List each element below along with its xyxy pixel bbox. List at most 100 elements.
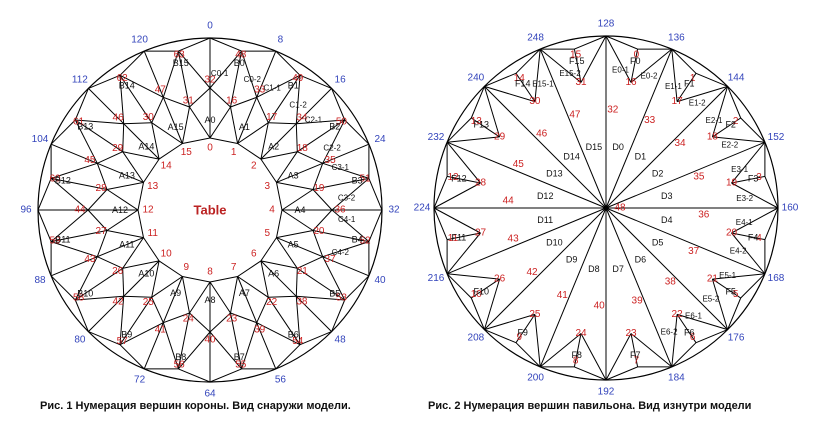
mid-vertex-label: 34 <box>674 138 686 149</box>
outer-vertex-label: 240 <box>468 72 485 83</box>
upper-vertex-label: 37 <box>325 254 337 265</box>
kite-edge <box>297 256 323 269</box>
star-facet-edge <box>276 237 298 269</box>
star-facet-edge <box>260 151 298 160</box>
outer-vertex-label: 232 <box>428 132 445 143</box>
facet-a-label: A1 <box>239 122 250 132</box>
star-vertex-label: 16 <box>226 96 238 107</box>
lower-girdle-edge <box>433 207 481 234</box>
upper-girdle-edge <box>312 177 369 190</box>
kite-edge <box>256 97 269 123</box>
kite-edge <box>312 163 324 190</box>
lower-girdle-edge <box>671 314 678 367</box>
upper-girdle-edge <box>295 296 301 345</box>
upper-vertex-label: 34 <box>296 113 308 124</box>
lower-girdle-edge <box>484 85 536 103</box>
lower-girdle-edge <box>446 232 481 275</box>
kite-edge <box>122 123 125 152</box>
upper-girdle-edge <box>209 50 242 89</box>
facet-e-label: E1-1 <box>665 82 682 91</box>
lower-girdle-edge <box>711 278 729 330</box>
pavilion-main-edge <box>539 207 607 368</box>
star-facet-edge <box>276 151 298 183</box>
upper-girdle-edge <box>74 299 89 332</box>
lower-girdle-edge <box>605 333 632 381</box>
lower-girdle-edge <box>711 86 729 138</box>
kite-edge <box>87 209 108 231</box>
facet-d-label: D14 <box>563 151 580 161</box>
star-facet-edge <box>122 151 160 160</box>
lower-girdle-edge <box>471 117 500 138</box>
facet-a-label: A14 <box>138 141 154 151</box>
kite-edge <box>97 237 144 258</box>
table-vertex-label: 2 <box>251 161 257 172</box>
facet-a-label: A13 <box>119 171 135 181</box>
girdle-vertex-label: 9 <box>517 332 523 343</box>
inner-vertex-label: 24 <box>575 328 587 339</box>
table-edge <box>260 158 277 183</box>
girdle-vertex-label: 0 <box>634 50 640 61</box>
lower-girdle-edge <box>712 136 765 143</box>
star-vertex-label: 31 <box>183 96 195 107</box>
inner-vertex-label: 25 <box>529 309 541 320</box>
kite-edge <box>123 122 152 125</box>
inner-vertex-label: 16 <box>625 77 637 88</box>
table-edge <box>237 143 262 160</box>
mid-vertex-label: 39 <box>632 295 644 306</box>
lower-girdle-edge <box>484 72 517 87</box>
facet-b-label: B11 <box>55 234 70 244</box>
kite-edge <box>96 163 108 190</box>
outer-vertex-label: 32 <box>388 205 400 216</box>
facet-d-label: D9 <box>566 255 578 265</box>
facet-e-label: E4-2 <box>730 247 747 256</box>
upper-vertex-label: 45 <box>84 155 96 166</box>
upper-girdle-edge <box>119 75 153 123</box>
pavilion-main-edge <box>605 141 766 209</box>
lower-girdle-edge <box>433 176 448 209</box>
star-vertex-label: 24 <box>183 313 195 324</box>
lower-girdle-edge <box>727 297 742 330</box>
table-vertex-label: 3 <box>265 181 271 192</box>
facet-b-label: B4 <box>352 234 363 244</box>
upper-girdle-edge <box>143 322 164 370</box>
pavilion-main-edge <box>446 207 607 275</box>
table-edge <box>276 182 283 211</box>
facet-d-label: D1 <box>635 151 647 161</box>
inner-vertex-label: 30 <box>529 96 541 107</box>
facet-d-label: D5 <box>652 237 664 247</box>
facet-a-label: A5 <box>288 239 299 249</box>
upper-girdle-edge <box>119 322 164 346</box>
inner-vertex-label: 17 <box>672 96 684 107</box>
facet-b-label: B8 <box>175 352 186 362</box>
upper-girdle-edge <box>275 344 301 370</box>
star-vertex-label: 21 <box>297 266 309 277</box>
kite-edge <box>96 230 108 257</box>
kite-edge <box>163 312 190 324</box>
upper-vertex-label: 42 <box>113 296 125 307</box>
lower-girdle-edge <box>740 273 766 299</box>
facet-f-label: F12 <box>451 174 467 184</box>
pavilion-main-edge <box>484 207 607 330</box>
lower-girdle-edge <box>447 273 500 280</box>
upper-girdle-edge <box>119 75 125 124</box>
kite-edge <box>162 276 183 323</box>
lower-girdle-edge <box>483 278 501 330</box>
kite-edge <box>97 162 144 183</box>
lower-girdle-edge <box>630 333 673 368</box>
outer-vertex-label: 0 <box>207 21 213 32</box>
star-vertex-label: 23 <box>226 313 238 324</box>
outer-vertex-label: 24 <box>374 134 386 145</box>
upper-girdle-edge <box>267 75 301 123</box>
facet-e-label: E4-1 <box>736 218 753 227</box>
girdle-vertex-label: 52 <box>359 235 371 246</box>
lower-girdle-edge <box>483 86 501 138</box>
girdle-vertex-label: 4 <box>756 233 762 244</box>
girdle-vertex-label: 1 <box>690 73 696 84</box>
girdle-vertex-label: 15 <box>570 50 582 61</box>
upper-girdle-edge <box>74 119 98 164</box>
facet-b-label: B5 <box>329 288 340 298</box>
lower-girdle-edge <box>484 313 536 331</box>
upper-vertex-label: 41 <box>155 325 167 336</box>
lower-girdle-edge <box>764 176 779 209</box>
upper-girdle-edge <box>51 177 108 190</box>
